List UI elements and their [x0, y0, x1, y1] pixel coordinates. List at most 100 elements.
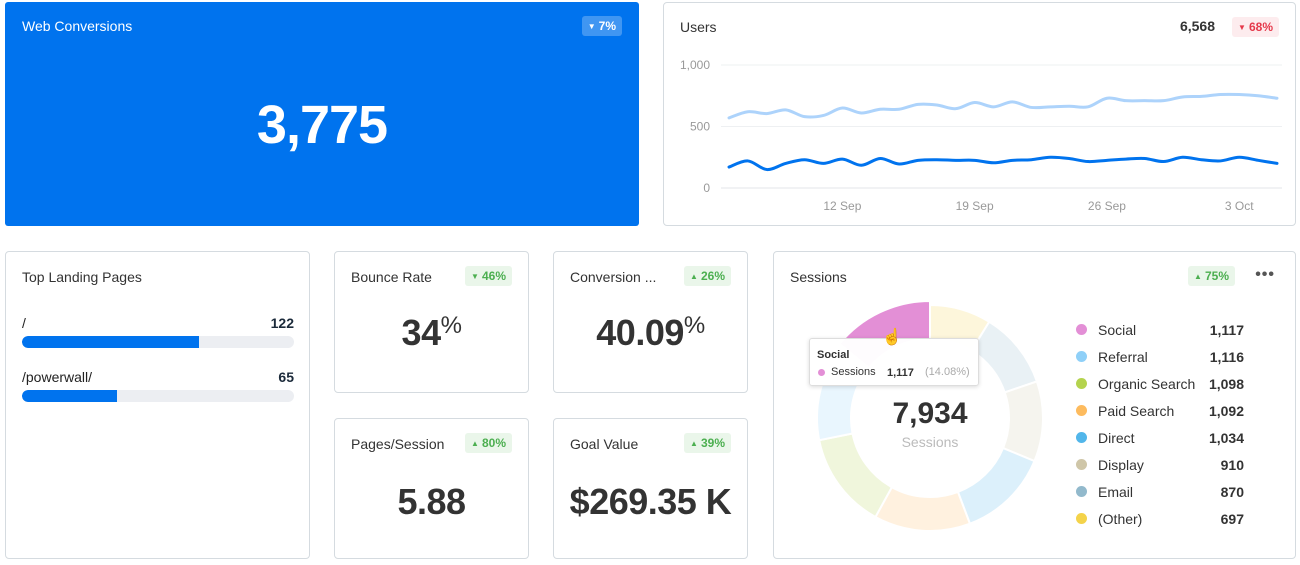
legend-item-referral[interactable]: Referral 1,116 [1074, 347, 1254, 374]
pages-per-session-title: Pages/Session [351, 436, 445, 452]
sessions-legend: Social 1,117 Referral 1,116 Organic Search… [1074, 320, 1254, 536]
legend-item-paid-search[interactable]: Paid Search 1,092 [1074, 401, 1254, 428]
goal-value-title: Goal Value [570, 436, 639, 452]
pages-per-session-card: Pages/Session ▲ 80% 5.88 [334, 418, 529, 559]
caret-up-icon: ▲ [1194, 272, 1202, 281]
users-change-badge: ▼ 68% [1232, 17, 1279, 37]
legend-dot-icon [1076, 432, 1087, 443]
legend-item-organic-search[interactable]: Organic Search 1,098 [1074, 374, 1254, 401]
donut-slice-paid-search[interactable] [874, 485, 972, 532]
goal-value-value: $269.35 K [569, 481, 732, 522]
landing-page-bar-fill [22, 336, 199, 348]
svg-text:500: 500 [690, 120, 710, 134]
landing-page-count: 122 [270, 315, 294, 331]
top-landing-pages-card: Top Landing Pages / 122 /powerwall/ 65 [5, 251, 310, 559]
svg-text:12 Sep: 12 Sep [823, 199, 861, 213]
landing-page-path: / [22, 315, 26, 331]
pages-per-session-value: 5.88 [397, 481, 466, 522]
legend-label: Social [1098, 322, 1137, 338]
bounce-rate-value: 34% [335, 312, 528, 354]
sessions-card: Sessions ▲ 75% ••• 7,934 Sessions Social 1… [773, 251, 1296, 559]
legend-value: 697 [1220, 511, 1244, 527]
tooltip-dot-icon [818, 369, 825, 376]
tooltip-value: 1,117 [887, 367, 914, 379]
landing-page-row[interactable]: / 122 [22, 315, 294, 351]
users-line [727, 155, 1279, 172]
landing-page-count: 65 [278, 369, 294, 385]
conversion-rate-value: 40.09% [554, 312, 747, 354]
legend-value: 1,116 [1209, 349, 1244, 365]
legend-label: (Other) [1098, 511, 1143, 527]
donut-slice-display[interactable] [1001, 380, 1044, 463]
legend-label: Direct [1098, 430, 1135, 446]
legend-item-social[interactable]: Social 1,117 [1074, 320, 1254, 347]
web-conversions-change-badge: ▼ 7% [581, 16, 622, 36]
web-conversions-card[interactable]: Web Conversions ▼ 7% 3,775 [5, 2, 639, 226]
goal-value-change-badge: ▲ 39% [684, 433, 731, 453]
legend-item-direct[interactable]: Direct 1,034 [1074, 428, 1254, 455]
conversion-rate-title: Conversion ... [570, 269, 657, 285]
tooltip-title: Social [817, 349, 850, 361]
svg-text:3 Oct: 3 Oct [1225, 199, 1254, 213]
caret-up-icon: ▲ [690, 272, 698, 281]
caret-up-icon: ▲ [690, 439, 698, 448]
sessions-total-label: Sessions [901, 434, 959, 450]
change-label: 80% [481, 436, 506, 450]
sessions-title: Sessions [790, 269, 847, 285]
conversion-rate-card: Conversion ... ▲ 26% 40.09% [553, 251, 748, 393]
change-label: 7% [598, 19, 616, 33]
users-card: 0 500 1,000 12 Sep 19 Sep 26 Sep 3 Oct Users 6… [663, 2, 1296, 226]
tooltip-percent: (14.08%) [925, 366, 970, 378]
legend-value: 870 [1220, 484, 1244, 500]
landing-page-row[interactable]: /powerwall/ 65 [22, 369, 294, 405]
svg-text:19 Sep: 19 Sep [956, 199, 994, 213]
tooltip-series: Sessions [831, 366, 876, 378]
svg-text:1,000: 1,000 [680, 58, 710, 72]
more-options-icon[interactable]: ••• [1255, 266, 1275, 283]
bounce-rate-change-badge: ▼ 46% [465, 266, 512, 286]
legend-dot-icon [1076, 486, 1087, 497]
sessions-change-badge: ▲ 75% [1188, 266, 1235, 286]
legend-item-other[interactable]: (Other) 697 [1074, 509, 1254, 536]
legend-value: 1,092 [1208, 403, 1244, 419]
value-number: 40.09 [596, 312, 684, 353]
change-label: 46% [481, 269, 506, 283]
hand-cursor-icon: ☝ [882, 329, 902, 346]
pages-per-session-change-badge: ▲ 80% [465, 433, 512, 453]
change-label: 39% [700, 436, 725, 450]
caret-up-icon: ▲ [471, 439, 479, 448]
donut-slice-direct[interactable] [956, 446, 1036, 526]
change-label: 26% [700, 269, 725, 283]
legend-label: Referral [1098, 349, 1148, 365]
legend-dot-icon [1076, 513, 1087, 524]
landing-page-bar-track [22, 336, 294, 348]
legend-value: 1,117 [1209, 322, 1244, 338]
legend-value: 1,034 [1208, 430, 1244, 446]
caret-down-icon: ▼ [587, 22, 596, 31]
legend-dot-icon [1076, 459, 1087, 470]
users-line-chart[interactable]: 0 500 1,000 12 Sep 19 Sep 26 Sep 3 Oct [664, 3, 1297, 227]
legend-dot-icon [1076, 378, 1087, 389]
legend-label: Paid Search [1098, 403, 1175, 419]
landing-page-path: /powerwall/ [22, 369, 93, 385]
legend-item-display[interactable]: Display 910 [1074, 455, 1254, 482]
landing-page-bar-fill [22, 390, 118, 402]
top-landing-pages-title: Top Landing Pages [22, 269, 142, 285]
legend-label: Display [1098, 457, 1144, 473]
change-label: 75% [1204, 269, 1229, 283]
users-total: 6,568 [1179, 18, 1215, 34]
caret-down-icon: ▼ [471, 272, 479, 281]
value-number: 34 [401, 312, 442, 353]
donut-tooltip: Social Sessions 1,117 (14.08%) [809, 338, 979, 386]
previous-period-line [727, 92, 1279, 120]
landing-page-bar-track [22, 390, 294, 402]
caret-down-icon: ▼ [1238, 23, 1246, 32]
legend-label: Email [1098, 484, 1134, 500]
legend-label: Organic Search [1098, 376, 1196, 392]
svg-text:0: 0 [703, 181, 710, 195]
legend-item-email[interactable]: Email 870 [1074, 482, 1254, 509]
web-conversions-title: Web Conversions [22, 18, 133, 34]
web-conversions-value: 3,775 [256, 95, 388, 155]
goal-value-card: Goal Value ▲ 39% $269.35 K [553, 418, 748, 559]
legend-value: 910 [1220, 457, 1244, 473]
